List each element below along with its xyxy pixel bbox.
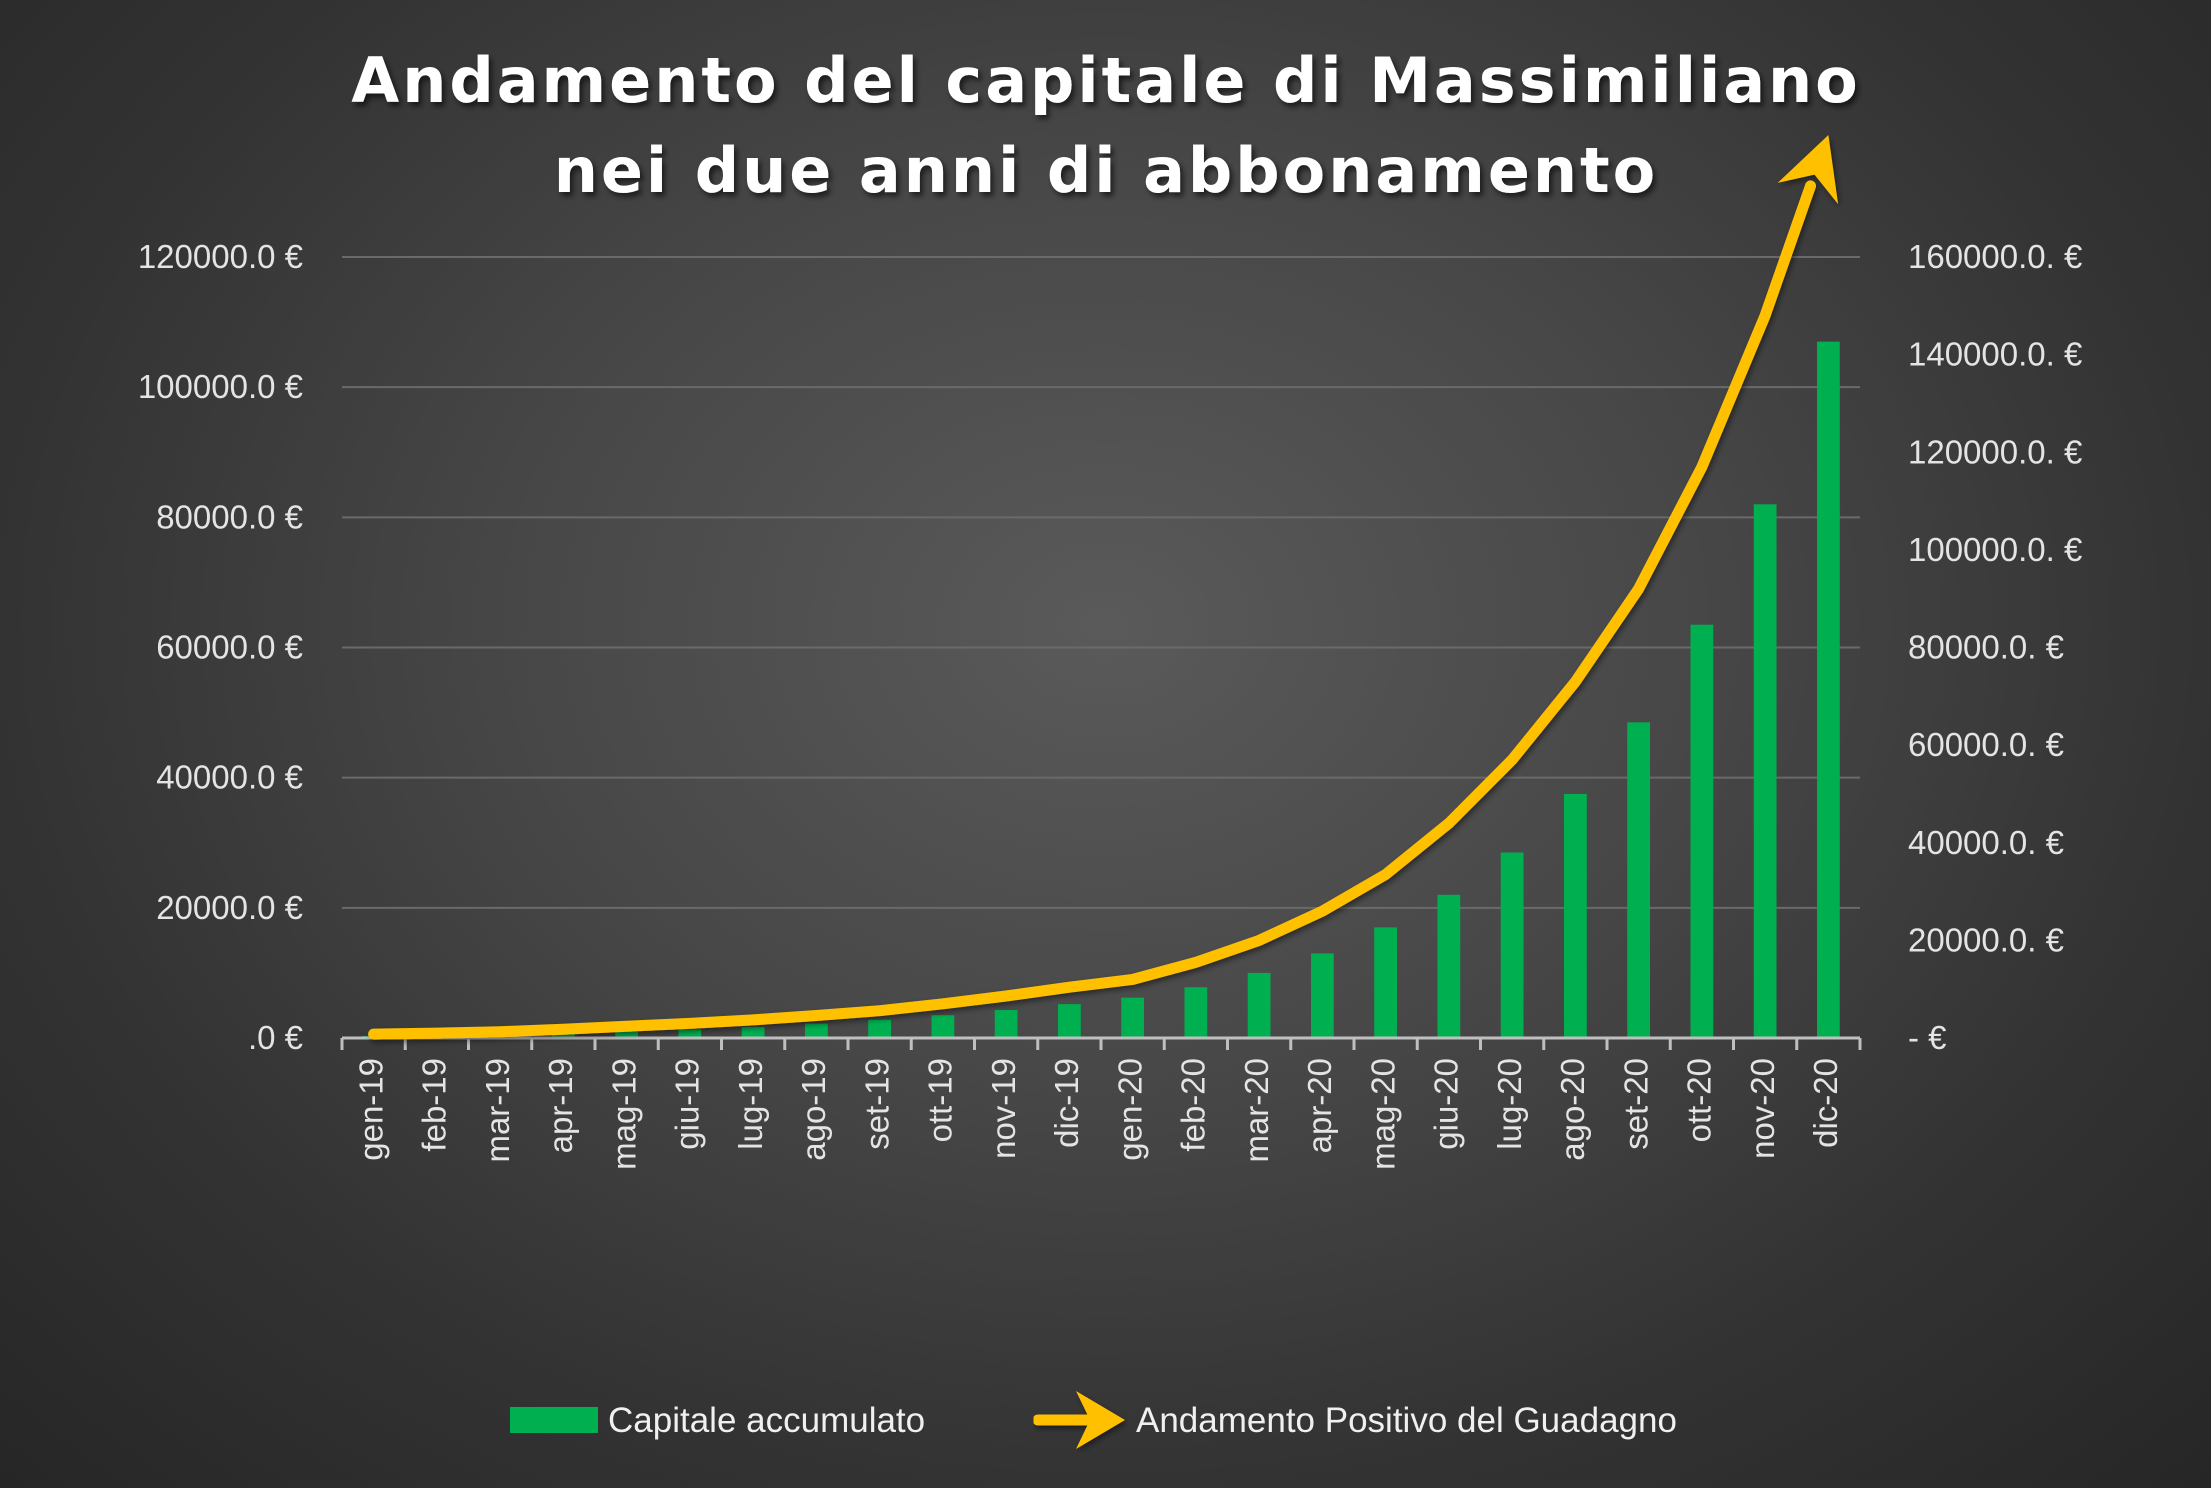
x-axis-tick-label: apr-20 xyxy=(1301,1058,1338,1153)
bar xyxy=(1310,953,1334,1038)
x-axis xyxy=(340,1036,1862,1050)
x-axis-tick-label: ott-20 xyxy=(1681,1058,1718,1142)
left-axis-tick-label: 120000.0 € xyxy=(138,238,303,275)
right-axis-tick-label: 40000.0. € xyxy=(1908,824,2064,861)
x-axis-tick-label: dic-20 xyxy=(1807,1058,1844,1148)
legend-label-bar: Capitale accumulato xyxy=(608,1401,925,1440)
right-axis-tick-label: 120000.0. € xyxy=(1908,433,2082,470)
chart-title-line-1: Andamento del capitale di Massimiliano xyxy=(351,44,1861,117)
bar xyxy=(1627,722,1651,1038)
x-axis-tick-label: mar-20 xyxy=(1238,1058,1275,1163)
bar xyxy=(551,1032,575,1038)
x-axis-tick-label: mag-19 xyxy=(605,1058,642,1170)
bar xyxy=(1374,927,1398,1038)
x-axis-tick-label: nov-19 xyxy=(985,1058,1022,1159)
growth-line-arrowhead xyxy=(1777,135,1839,205)
left-axis-tick-label: 80000.0 € xyxy=(156,498,303,535)
x-axis-tick-label: set-19 xyxy=(858,1058,895,1150)
bar xyxy=(1184,987,1208,1038)
right-axis-tick-label: 100000.0. € xyxy=(1908,531,2082,568)
x-axis-tick-label: mag-20 xyxy=(1364,1058,1401,1170)
right-axis-tick-label: 160000.0. € xyxy=(1908,238,2082,275)
bar xyxy=(1057,1004,1081,1038)
x-axis-tick-label: feb-20 xyxy=(1175,1058,1212,1152)
chart-title-line-2: nei due anni di abbonamento xyxy=(554,134,1659,207)
x-axis-tick-label: dic-19 xyxy=(1048,1058,1085,1148)
right-axis-tick-label: 20000.0. € xyxy=(1908,921,2064,958)
growth-line xyxy=(368,180,1816,1040)
bar xyxy=(804,1023,828,1038)
right-axis-tick-label: - € xyxy=(1908,1019,1947,1056)
bar xyxy=(931,1015,955,1038)
chart-title: Andamento del capitale di Massimiliano n… xyxy=(351,44,1861,207)
bar xyxy=(741,1026,765,1038)
bar xyxy=(868,1019,892,1038)
left-axis-ticks: .0 € 20000.0 € 40000.0 € 60000.0 € 80000.0 €… xyxy=(138,238,303,1056)
bar xyxy=(1753,504,1777,1039)
bar xyxy=(1816,341,1840,1038)
x-axis-tick-label: apr-19 xyxy=(542,1058,579,1153)
right-axis-tick-label: 60000.0. € xyxy=(1908,726,2064,763)
bar xyxy=(678,1029,702,1038)
bar xyxy=(1500,852,1524,1038)
right-axis-tick-label: 80000.0. € xyxy=(1908,629,2064,666)
bar xyxy=(1690,624,1714,1038)
x-axis-tick-label: feb-19 xyxy=(416,1058,453,1152)
bar xyxy=(994,1010,1018,1038)
left-axis-tick-label: .0 € xyxy=(248,1019,303,1056)
left-axis-tick-label: 60000.0 € xyxy=(156,629,303,666)
x-axis-tick-label: lug-19 xyxy=(732,1058,769,1150)
x-axis-tick-label: set-20 xyxy=(1617,1058,1654,1150)
legend-swatch-bar xyxy=(510,1407,598,1433)
x-axis-tick-label: mar-19 xyxy=(479,1058,516,1163)
right-axis-tick-label: 140000.0. € xyxy=(1908,336,2082,373)
x-axis-tick-label: gen-20 xyxy=(1111,1058,1148,1161)
bar xyxy=(1437,894,1461,1038)
right-axis-ticks: - € 20000.0. € 40000.0. € 60000.0. € 80000.0… xyxy=(1908,238,2082,1056)
x-axis-tick-label: ott-19 xyxy=(922,1058,959,1142)
left-axis-tick-label: 100000.0 € xyxy=(138,368,303,405)
line-series xyxy=(368,135,1839,1040)
left-axis-tick-label: 40000.0 € xyxy=(156,759,303,796)
left-axis-tick-label: 20000.0 € xyxy=(156,889,303,926)
x-axis-tick-label: giu-19 xyxy=(669,1058,706,1150)
bar-series xyxy=(362,341,1840,1039)
legend-label-line: Andamento Positivo del Guadagno xyxy=(1136,1401,1677,1440)
x-axis-ticks: gen-19 feb-19 mar-19 apr-19 mag-19 giu-19 lug-… xyxy=(352,1058,1844,1170)
bar xyxy=(1563,793,1587,1038)
legend-swatch-arrow xyxy=(1032,1391,1125,1449)
x-axis-tick-label: nov-20 xyxy=(1744,1058,1781,1159)
x-axis-tick-label: giu-20 xyxy=(1428,1058,1465,1150)
x-axis-tick-label: gen-19 xyxy=(352,1058,389,1161)
bar xyxy=(615,1031,639,1038)
x-axis-tick-label: ago-20 xyxy=(1554,1058,1591,1161)
gridlines xyxy=(342,256,1860,909)
bar xyxy=(1247,972,1271,1038)
bar xyxy=(1121,997,1145,1038)
legend: Capitale accumulato Andamento Positivo d… xyxy=(510,1391,1677,1449)
x-axis-tick-label: ago-19 xyxy=(795,1058,832,1161)
x-axis-tick-label: lug-20 xyxy=(1491,1058,1528,1150)
